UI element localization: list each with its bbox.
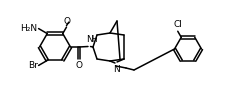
- Text: O: O: [76, 61, 83, 70]
- Text: H: H: [91, 35, 97, 44]
- Text: Br: Br: [28, 61, 38, 70]
- Text: Cl: Cl: [173, 20, 182, 29]
- Text: H₂N: H₂N: [20, 24, 38, 33]
- Text: N: N: [86, 35, 92, 44]
- Text: O: O: [63, 17, 70, 26]
- Text: N: N: [113, 65, 119, 74]
